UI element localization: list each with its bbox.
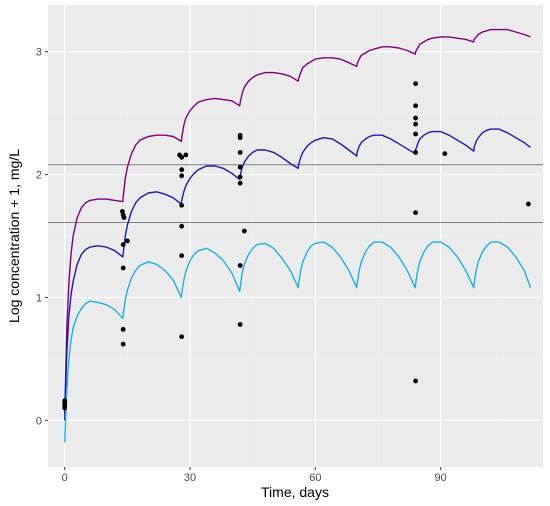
data-point [442,151,448,157]
x-tick-label: 60 [309,472,321,484]
reference-lines [48,164,543,223]
data-point [413,150,418,155]
data-point [124,238,130,244]
y-tick-label: 0 [36,415,42,427]
data-point [120,265,126,271]
data-point [179,334,185,340]
y-axis-title: Log concentration + 1, mg/L [6,149,22,323]
data-point [237,135,243,141]
data-point [237,174,243,180]
data-point [179,167,185,173]
x-tick-label: 30 [184,472,196,484]
data-point [62,398,68,404]
x-axis-title: Time, days [261,484,329,500]
data-point [237,150,243,155]
series-line-3 [64,241,532,443]
data-point [179,253,185,259]
y-axis: 0 1 2 3 [36,47,48,427]
data-point [237,263,243,268]
grid-minor [48,5,543,467]
data-point [120,341,126,347]
data-point [120,242,126,248]
data-point [237,180,243,186]
y-tick-label: 2 [36,170,42,182]
y-tick-label: 3 [36,47,42,59]
series-line-2 [64,128,531,421]
data-point [413,121,418,127]
data-point [413,103,418,109]
data-point [413,115,418,121]
data-point [413,81,418,87]
data-point [119,209,125,214]
x-tick-label: 0 [62,472,68,484]
data-point [525,201,531,207]
x-tick-label: 90 [435,472,447,484]
data-point [179,202,185,208]
data-point [237,164,243,170]
series-lines [64,28,532,443]
data-point [241,228,247,234]
observed-points [62,81,531,411]
data-point [179,173,185,179]
data-point [237,322,243,327]
data-point [183,152,189,158]
data-point [413,378,418,384]
x-axis: 0 30 60 90 [62,467,447,484]
data-point [179,223,185,229]
grid-major [48,5,543,467]
data-point [120,326,126,332]
data-point [413,131,418,137]
data-point [121,215,127,220]
y-tick-label: 1 [36,292,42,304]
series-line-1 [64,28,531,415]
data-point [179,154,185,160]
data-point [413,210,418,216]
